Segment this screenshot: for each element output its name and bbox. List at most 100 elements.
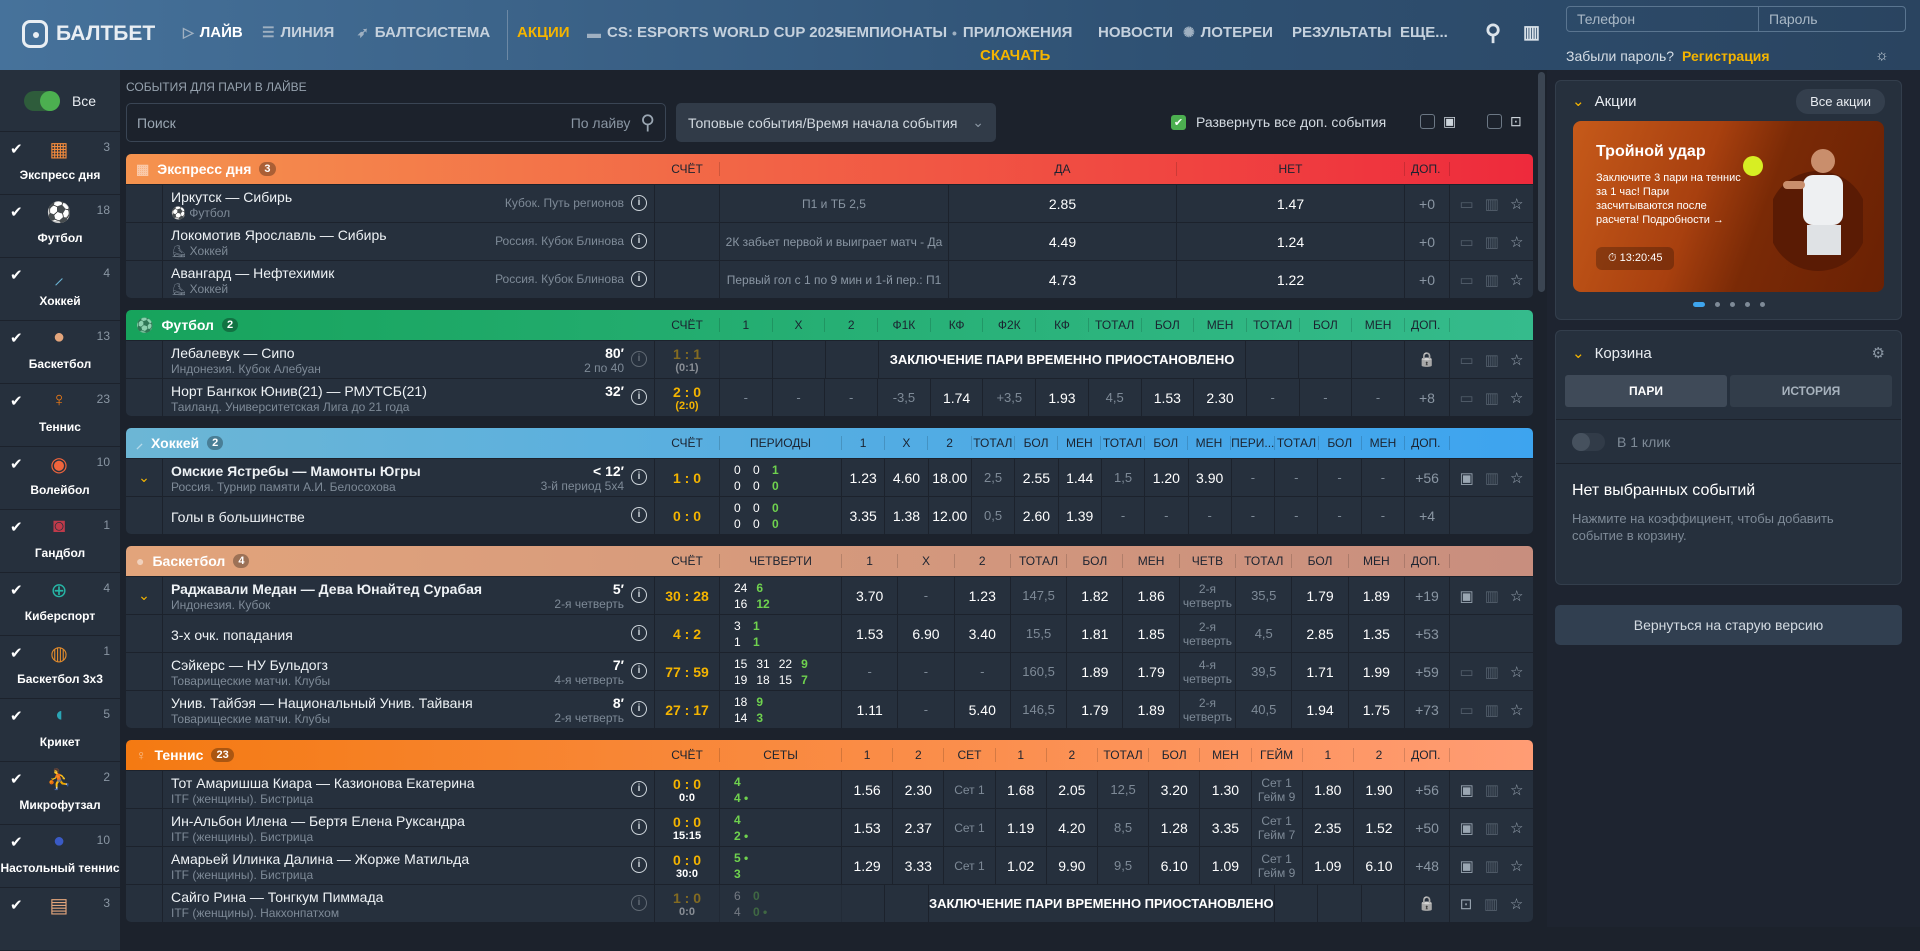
event-name-cell[interactable]: ⌄ Раджавали Медан — Дева Юнайтед Сурабая И… <box>126 577 655 614</box>
download-link[interactable]: СКАЧАТЬ <box>980 47 1050 64</box>
event-row[interactable]: Локомотив Ярославль — Сибирь ⛸ Хоккей Росс… <box>126 222 1533 260</box>
event-name-cell[interactable]: Норт Бангкок Юнив(21) — РМУТСБ(21) Таилан… <box>126 379 655 416</box>
filter-field[interactable]: ⊡ <box>1487 113 1522 130</box>
sort-select[interactable]: Топовые события/Время начала события ⌄ <box>676 103 996 142</box>
sidebar-item[interactable]: ✔ ● 10 Настольный теннис <box>0 825 120 888</box>
stats-icon[interactable]: ▥ <box>1484 233 1499 251</box>
monitor-icon[interactable]: ▭ <box>1459 195 1474 213</box>
section-header[interactable]: ♀ Теннис 23 СЧЁТ СЕТЫ 1 2 СЕТ 1 2 ТОТАЛ БОЛ МЕН ГЕЙМ 1… <box>126 740 1533 770</box>
star-icon[interactable]: ☆ <box>1509 271 1524 289</box>
star-icon[interactable]: ☆ <box>1509 389 1524 407</box>
expand-chevron-icon[interactable] <box>126 809 163 846</box>
stats-icon[interactable]: ▥ <box>1484 819 1499 837</box>
filter-video[interactable]: ▣ <box>1420 113 1456 130</box>
basket-tab-0[interactable]: ПАРИ <box>1565 375 1727 407</box>
event-name-cell[interactable]: ⌄ Омские Ястребы — Мамонты Югры Россия. Ту… <box>126 459 655 496</box>
gear-icon[interactable]: ⚙ <box>1871 345 1885 362</box>
sidebar-item[interactable]: ✔ ◙ 1 Гандбол <box>0 510 120 573</box>
odds-button[interactable]: 3.35 <box>842 497 886 534</box>
carousel-dot[interactable] <box>1759 302 1765 307</box>
event-info[interactable]: Ин-Альбон Илена — Бертя Елена Руксандра I… <box>163 809 654 846</box>
monitor-icon[interactable]: ▭ <box>1459 233 1474 251</box>
extra-markets-button[interactable]: +59 <box>1405 653 1450 690</box>
stats-icon[interactable]: ▥ <box>1484 587 1499 605</box>
checkbox-checked-icon[interactable]: ✔ <box>1171 114 1186 130</box>
odds-button[interactable]: 1.99 <box>1349 653 1405 690</box>
extra-markets-button[interactable]: +73 <box>1405 691 1450 728</box>
odds-button[interactable]: 1.71 <box>1292 653 1349 690</box>
check-icon[interactable]: ✔ <box>10 708 23 725</box>
extra-markets-button[interactable]: +0 <box>1405 223 1450 260</box>
sidebar-item[interactable]: ✔ ◉ 10 Волейбол <box>0 447 120 510</box>
phone-input[interactable] <box>1567 7 1759 31</box>
event-title[interactable]: Раджавали Медан — Дева Юнайтед Сурабая <box>171 581 483 597</box>
expand-chevron-icon[interactable] <box>126 497 163 534</box>
event-name-cell[interactable]: Ин-Альбон Илена — Бертя Елена Руксандра I… <box>126 809 655 846</box>
search-icon[interactable]: ⚲ <box>1485 20 1502 45</box>
odds-button[interactable]: 2.85 <box>1292 615 1349 652</box>
event-row[interactable]: Сэйкерс — НУ Бульдогз Товарищеские матчи.… <box>126 652 1533 690</box>
star-icon[interactable]: ☆ <box>1509 587 1524 605</box>
event-name-cell[interactable]: Лебалевук — Сипо Индонезия. Кубок Алебуан… <box>126 341 655 378</box>
section-header[interactable]: ▦ Экспресс дня 3 СЧЁТ ДА НЕТ ДОП. <box>126 154 1533 184</box>
odds-button[interactable]: 1.23 <box>955 577 1011 614</box>
info-icon[interactable]: i <box>631 663 647 679</box>
expand-chevron-icon[interactable]: ⌄ <box>126 577 163 614</box>
odds-button[interactable]: 2.30 <box>893 771 945 808</box>
sidebar-item[interactable]: ✔ ♀ 23 Теннис <box>0 384 120 447</box>
event-info[interactable]: Лебалевук — Сипо Индонезия. Кубок Алебуан… <box>163 341 654 378</box>
forgot-password-link[interactable]: Забыли пароль? <box>1566 48 1675 64</box>
stats-icon[interactable]: ▥ <box>1484 469 1499 487</box>
monitor-icon[interactable]: ▭ <box>1459 663 1474 681</box>
stats-icon[interactable]: ▥ <box>1484 195 1499 213</box>
extra-markets-button[interactable]: +8 <box>1405 379 1450 416</box>
event-name-cell[interactable]: Голы в большинстве i <box>126 497 655 534</box>
odds-button[interactable]: 4.60 <box>885 459 929 496</box>
odds-button[interactable]: 1.89 <box>1349 577 1405 614</box>
event-title[interactable]: Локомотив Ярославль — Сибирь <box>171 227 387 243</box>
expand-chevron-icon[interactable] <box>126 847 163 884</box>
odds-button[interactable]: 3.20 <box>1149 771 1201 808</box>
odds-button[interactable]: 1.28 <box>1149 809 1201 846</box>
odds-button[interactable]: 4.20 <box>1047 809 1098 846</box>
expand-chevron-icon[interactable]: ⌄ <box>126 459 163 496</box>
event-row[interactable]: ⌄ Омские Ястребы — Мамонты Югры Россия. Ту… <box>126 458 1533 496</box>
odds-button[interactable]: 1.35 <box>1349 615 1405 652</box>
extra-markets-button[interactable]: +53 <box>1405 615 1450 652</box>
stats-icon[interactable]: ▥ <box>1523 22 1541 42</box>
odds-button[interactable]: 1.68 <box>996 771 1047 808</box>
extra-markets-button[interactable]: +48 <box>1405 847 1451 884</box>
nav-item-2[interactable]: ➶ БАЛТСИСТЕМА <box>357 24 490 41</box>
odds-button[interactable]: 1.53 <box>842 615 899 652</box>
section-header[interactable]: ⚽ Футбол 2 СЧЁТ 1 X 2 Ф1К КФ Ф2К КФ ТОТАЛ БОЛ МЕН ТОТА… <box>126 310 1533 340</box>
event-row[interactable]: Норт Бангкок Юнив(21) — РМУТСБ(21) Таилан… <box>126 378 1533 416</box>
monitor-icon[interactable]: ▭ <box>1459 389 1474 407</box>
odds-button[interactable]: 1.22 <box>1177 261 1405 298</box>
event-name-cell[interactable]: Локомотив Ярославль — Сибирь ⛸ Хоккей Росс… <box>126 223 655 260</box>
odds-button[interactable]: 1.81 <box>1067 615 1124 652</box>
extra-markets-button[interactable]: 🔒 <box>1405 341 1451 378</box>
carousel-dot[interactable] <box>1714 302 1720 307</box>
monitor-icon[interactable]: ▭ <box>1459 701 1474 719</box>
odds-button[interactable]: 1.82 <box>1067 577 1124 614</box>
odds-button[interactable]: 1.79 <box>1067 691 1124 728</box>
theme-toggle-icon[interactable]: ☼ <box>1875 47 1889 64</box>
carousel-dot[interactable] <box>1744 302 1750 307</box>
info-icon[interactable]: i <box>631 895 647 911</box>
search-input[interactable] <box>137 114 571 131</box>
event-title[interactable]: Унив. Тайбэя — Национальный Унив. Тайван… <box>171 695 473 711</box>
stats-icon[interactable]: ▥ <box>1484 701 1499 719</box>
register-link[interactable]: Регистрация <box>1682 48 1770 64</box>
event-title[interactable]: Норт Бангкок Юнив(21) — РМУТСБ(21) <box>171 383 427 399</box>
odds-button[interactable]: 3.70 <box>842 577 899 614</box>
event-row[interactable]: 3-х очк. попадания i 4 : 2 3 1 1 1 1.53 6.90 3.40… <box>126 614 1533 652</box>
event-row[interactable]: Сайго Рина — Тонгкум Пиммада ITF (женщины… <box>126 884 1533 922</box>
nav-item-4[interactable]: ▬ CS: ESPORTS WORLD CUP 2025 <box>587 24 843 41</box>
odds-button[interactable]: 2.05 <box>1047 771 1098 808</box>
odds-button[interactable]: 4.49 <box>949 223 1177 260</box>
nav-item-8[interactable]: ✺ ЛОТЕРЕИ <box>1183 24 1273 41</box>
event-name-cell[interactable]: Авангард — Нефтехимик ⛸ Хоккей Россия. Куб… <box>126 261 655 298</box>
star-icon[interactable]: ☆ <box>1510 819 1524 837</box>
event-title[interactable]: Иркутск — Сибирь <box>171 189 293 205</box>
check-icon[interactable]: ✔ <box>10 141 23 158</box>
